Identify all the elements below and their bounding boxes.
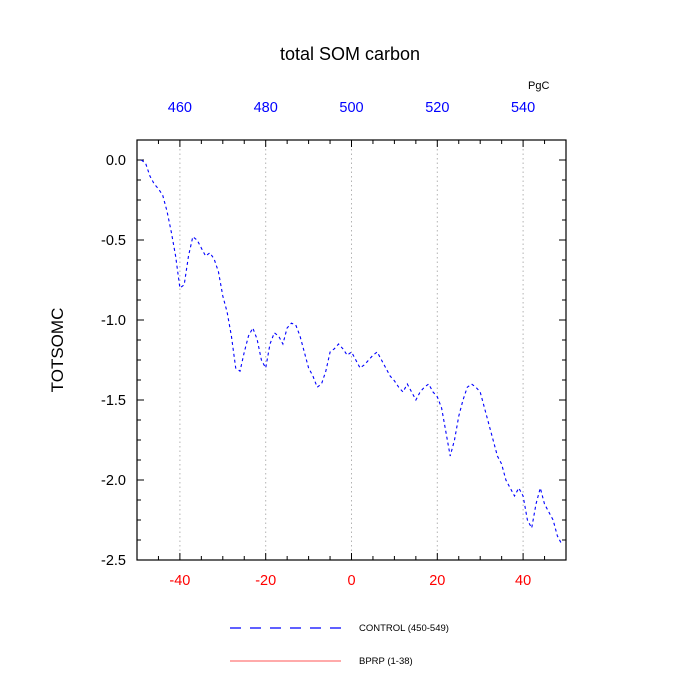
svg-text:-40: -40 [169, 573, 190, 589]
bprp-line-sample-icon [230, 660, 341, 662]
svg-text:-2.5: -2.5 [101, 553, 126, 569]
svg-text:-1.0: -1.0 [101, 313, 126, 329]
top-axis-unit-label: PgC [528, 80, 550, 92]
legend-item-bprp: BPRP (1-38) [228, 654, 548, 668]
svg-text:500: 500 [339, 100, 363, 116]
legend-label-bprp: BPRP (1-38) [359, 655, 413, 667]
svg-text:460: 460 [168, 100, 192, 116]
svg-text:40: 40 [515, 573, 531, 589]
legend: CONTROL (450-549) BPRP (1-38) [228, 621, 548, 687]
svg-text:-2.0: -2.0 [101, 473, 126, 489]
svg-text:-20: -20 [255, 573, 276, 589]
svg-text:540: 540 [511, 100, 535, 116]
svg-text:520: 520 [425, 100, 449, 116]
legend-label-control: CONTROL (450-549) [359, 622, 449, 634]
svg-text:0.0: 0.0 [106, 153, 126, 169]
svg-text:0: 0 [347, 573, 355, 589]
chart-title: total SOM carbon [279, 44, 421, 64]
svg-text:-1.5: -1.5 [101, 393, 126, 409]
control-line-sample-icon [230, 627, 341, 629]
svg-text:20: 20 [429, 573, 445, 589]
legend-item-control: CONTROL (450-549) [228, 621, 548, 635]
svg-text:480: 480 [254, 100, 278, 116]
svg-text:-0.5: -0.5 [101, 233, 126, 249]
